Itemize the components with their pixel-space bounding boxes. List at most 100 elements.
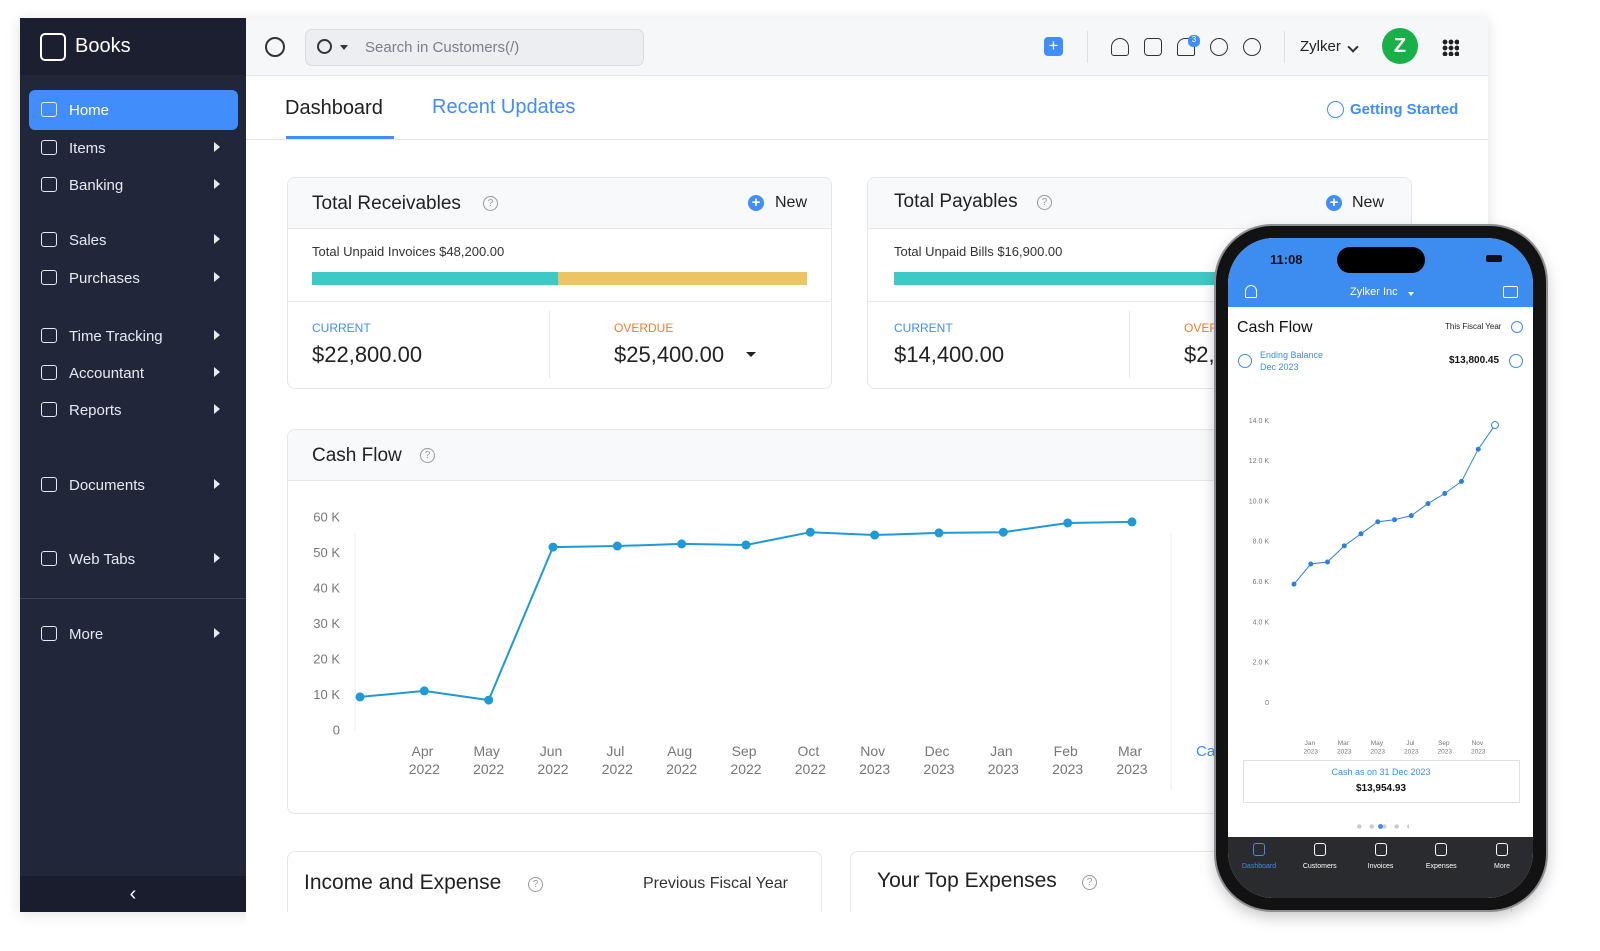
phone-tab-icon[interactable] <box>1496 843 1508 856</box>
submenu-arrow <box>214 179 220 189</box>
submenu-arrow <box>214 628 220 638</box>
play-icon <box>1327 101 1344 118</box>
settings-icon[interactable] <box>1210 38 1228 56</box>
sidebar-item[interactable]: Purchases <box>29 258 238 298</box>
brand-name: Books <box>75 35 131 57</box>
help-icon[interactable]: ? <box>483 196 498 211</box>
sidebar-item[interactable]: Documents <box>29 465 238 505</box>
sidebar-label: Items <box>69 140 106 157</box>
sidebar-item[interactable]: Time Tracking <box>29 316 238 356</box>
sidebar-label: Sales <box>69 232 107 249</box>
sidebar-label: Purchases <box>69 270 140 287</box>
phone-tab-label[interactable]: More <box>1494 863 1510 870</box>
org-name[interactable]: Zylker <box>1300 38 1341 55</box>
sidebar-item[interactable]: Home <box>29 90 238 130</box>
overdue-caret[interactable] <box>746 352 756 357</box>
phone-bell[interactable] <box>1245 285 1257 298</box>
help-icon[interactable]: ? <box>528 877 543 892</box>
overdue-label: OVER <box>1184 321 1219 335</box>
apps-grid[interactable] <box>1442 39 1459 56</box>
sidebar-label: Time Tracking <box>69 328 163 345</box>
users-icon[interactable] <box>1111 38 1129 56</box>
sidebar-item[interactable]: Banking <box>29 165 238 205</box>
card-header <box>288 178 831 229</box>
submenu-arrow <box>214 272 220 282</box>
phone-chart-title: Cash Flow <box>1237 319 1313 336</box>
getting-started[interactable]: Getting Started <box>1350 101 1459 118</box>
phone-tab-icon[interactable] <box>1374 843 1387 856</box>
ending-value: $13,800.45 <box>1449 355 1500 366</box>
page-dot-active <box>1378 824 1383 829</box>
submenu-arrow <box>214 479 220 489</box>
status-time: 11:08 <box>1270 252 1303 267</box>
current-bar <box>312 272 558 285</box>
cash-value: $13,954.93 <box>1355 783 1407 794</box>
sidebar-item[interactable]: Accountant <box>29 353 238 393</box>
period-select[interactable]: Previous Fiscal Year <box>643 875 788 892</box>
phone-period[interactable]: This Fiscal Year <box>1445 322 1502 331</box>
quick-create[interactable]: + <box>1044 37 1063 56</box>
current-amount: $14,400.00 <box>894 342 1005 367</box>
tab-active[interactable]: Dashboard <box>285 97 383 119</box>
card-title: Income and Expense <box>304 871 502 894</box>
sidebar-item[interactable]: More <box>29 614 238 654</box>
sidebar-divider <box>20 598 246 599</box>
search-box[interactable] <box>305 29 644 66</box>
avatar[interactable]: Z <box>1382 28 1418 64</box>
tab[interactable]: Recent Updates <box>432 96 576 118</box>
brand-icon <box>40 33 66 61</box>
phone-tab-label[interactable]: Invoices <box>1367 863 1394 870</box>
tasks-icon[interactable] <box>1144 38 1162 56</box>
sidebar-icon <box>41 402 57 417</box>
phone-org-caret <box>1408 292 1414 296</box>
collapse-bar[interactable]: ‹ <box>20 876 246 912</box>
overdue-bar <box>558 272 807 285</box>
history-icon[interactable] <box>265 37 285 57</box>
overdue-amount: $2, <box>1184 342 1215 367</box>
phone-org[interactable]: Zylker Inc <box>1350 286 1398 298</box>
phone-tab-label[interactable]: Customers <box>1302 863 1337 870</box>
unpaid-total: Total Unpaid Invoices $48,200.00 <box>312 244 505 259</box>
phone-tab-icon[interactable] <box>1313 843 1326 856</box>
submenu-arrow <box>214 553 220 563</box>
overdue-label: OVERDUE <box>614 321 674 335</box>
new-button[interactable]: New <box>1352 194 1385 211</box>
phone-card-icon[interactable] <box>1503 286 1518 298</box>
new-button[interactable]: New <box>775 194 808 211</box>
next-button[interactable] <box>1509 354 1523 368</box>
submenu-arrow <box>214 367 220 377</box>
help-icon[interactable] <box>1243 38 1261 56</box>
submenu-arrow <box>214 404 220 414</box>
phone-tab-label[interactable]: Expenses <box>1425 863 1457 870</box>
sidebar-icon <box>41 328 57 343</box>
overdue-amount[interactable]: $25,400.00 <box>614 342 725 367</box>
sidebar-item[interactable]: Items <box>29 128 238 168</box>
tab-underline <box>286 136 394 139</box>
card-title: Total Receivables <box>312 193 461 214</box>
sidebar-item[interactable]: Web Tabs <box>29 539 238 579</box>
sidebar-label: Home <box>69 102 110 119</box>
search-caret <box>340 45 348 50</box>
unpaid-total: Total Unpaid Bills $16,900.00 <box>894 244 1063 259</box>
divider <box>1087 31 1088 63</box>
sidebar-icon <box>41 270 57 285</box>
sidebar-item[interactable]: Reports <box>29 390 238 430</box>
sidebar-item[interactable]: Sales <box>29 220 238 260</box>
current-label: CURRENT <box>894 321 953 335</box>
phone-tab-icon[interactable] <box>1253 843 1265 856</box>
bell-icon[interactable] <box>1177 38 1195 56</box>
help-icon[interactable]: ? <box>1037 195 1052 210</box>
search-placeholder: Search in Customers(/) <box>365 39 520 56</box>
search-icon <box>317 39 332 54</box>
help-icon[interactable]: ? <box>1082 875 1097 890</box>
current-bar <box>894 272 1224 285</box>
phone-tab-icon[interactable] <box>1435 843 1448 856</box>
sidebar-icon <box>41 626 57 641</box>
sidebar-label: Documents <box>69 477 145 494</box>
current-label: CURRENT <box>312 321 371 335</box>
phone-tab-bar <box>1228 837 1533 898</box>
prev-button[interactable] <box>1238 354 1252 368</box>
help-icon[interactable]: ? <box>420 448 435 463</box>
phone-tab-label[interactable]: Dashboard <box>1241 863 1277 870</box>
